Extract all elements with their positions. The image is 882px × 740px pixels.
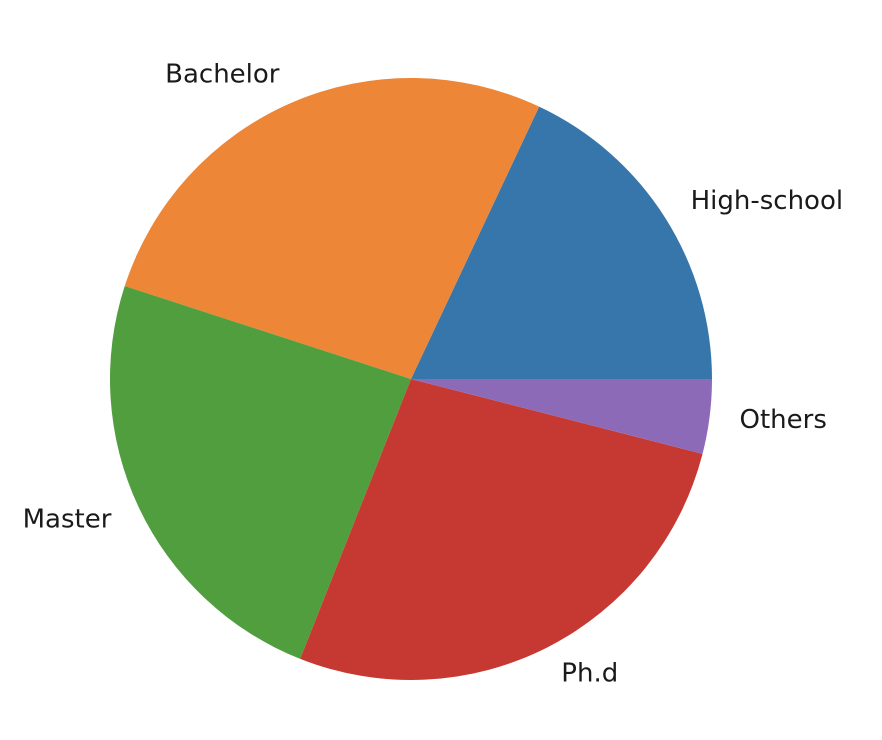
pie-label-ph-d: Ph.d: [561, 659, 618, 689]
pie-label-others: Others: [740, 405, 827, 435]
pie-label-high-school: High-school: [691, 186, 844, 216]
pie-slice-master: [109, 285, 412, 659]
pie-label-bachelor: Bachelor: [165, 60, 280, 90]
pie-labels: High-school Bachelor Master Ph.d Others: [23, 60, 843, 689]
pie-slice-ph-d: [300, 379, 703, 680]
pie-slice-bachelor: [124, 78, 540, 379]
pie-slice-high-school: [411, 106, 712, 380]
pie-label-master: Master: [23, 505, 112, 535]
pie-slices: [109, 78, 712, 680]
pie-slice-others: [411, 379, 712, 454]
